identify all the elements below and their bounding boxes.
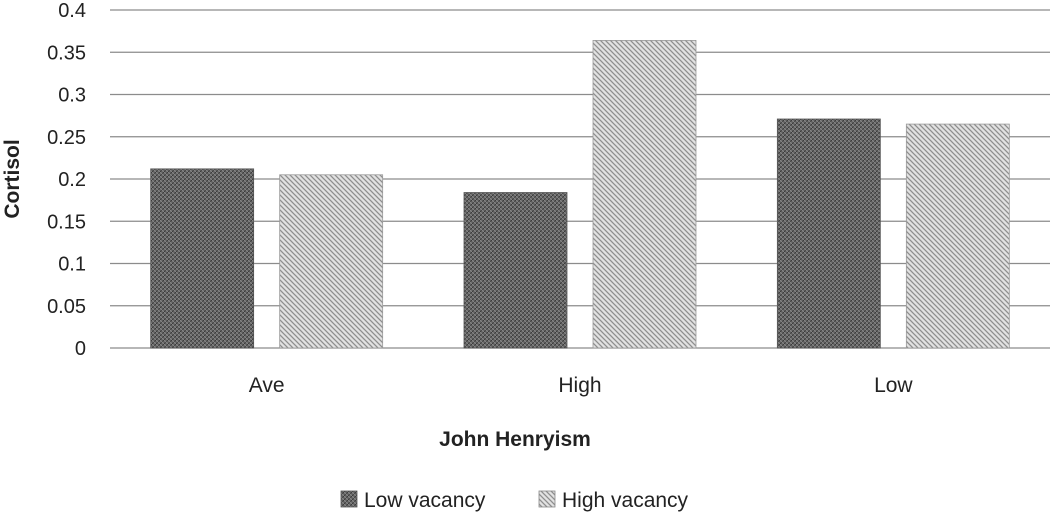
legend-label-high-vacancy: High vacancy (562, 489, 689, 512)
y-tick-label: 0.35 (47, 42, 86, 64)
grid-lines (110, 9, 1050, 349)
y-tick-label: 0.3 (58, 85, 86, 107)
legend-label-low-vacancy: Low vacancy (364, 489, 486, 512)
y-tick-label: 0.15 (47, 211, 86, 233)
x-tick-label: Ave (249, 374, 285, 397)
y-tick-label: 0.1 (58, 254, 86, 276)
bar-low-vacancy-ave (150, 168, 255, 349)
x-axis-title: John Henryism (439, 428, 591, 451)
legend-swatch-high-vacancy (538, 490, 556, 508)
bar-high-vacancy-high (592, 40, 697, 349)
y-tick-label: 0.05 (47, 296, 86, 318)
y-tick-labels: 0 0.05 0.1 0.15 0.2 0.25 0.3 0.35 0.4 (47, 0, 86, 360)
y-tick-label: 0.2 (58, 169, 86, 191)
legend-swatch-low-vacancy (340, 490, 358, 508)
y-tick-label: 0.25 (47, 127, 86, 149)
y-tick-label: 0.4 (58, 0, 86, 22)
x-tick-label: Low (874, 374, 913, 397)
bar-low-vacancy-low (776, 118, 881, 349)
y-tick-label: 0 (75, 338, 86, 360)
bar-high-vacancy-ave (279, 174, 384, 349)
y-axis-title: Cortisol (1, 139, 24, 218)
x-tick-label: High (558, 374, 601, 397)
x-tick-labels: Ave High Low (249, 374, 914, 397)
legend: Low vacancy High vacancy (340, 489, 689, 512)
bar-low-vacancy-high (463, 192, 568, 349)
bar-high-vacancy-low (905, 123, 1010, 349)
bars (150, 40, 1010, 349)
